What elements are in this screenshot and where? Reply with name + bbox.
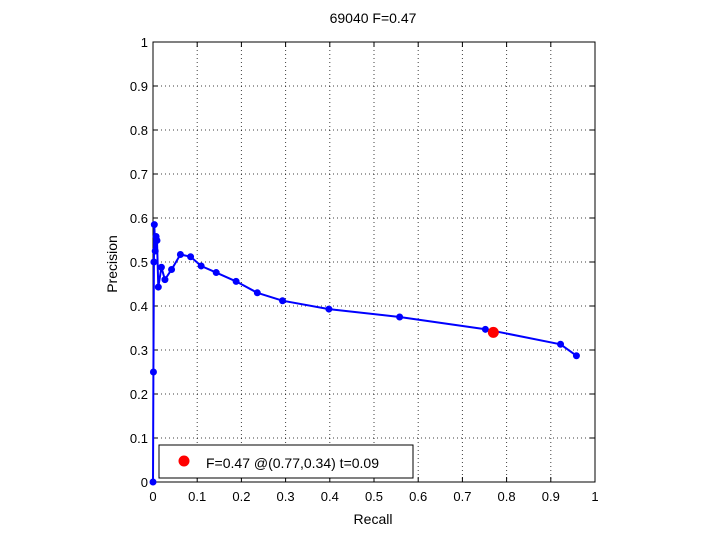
legend-frame (158, 444, 414, 479)
x-tick-label: 0.7 (453, 489, 471, 504)
pr-curve-point (572, 352, 580, 360)
y-tick-label: 0 (141, 475, 148, 490)
y-tick-label: 0.5 (130, 255, 148, 270)
x-axis-title: Recall (354, 511, 393, 527)
best-f-point (487, 326, 499, 338)
axis-ticks: 0 0.1 0.2 0.3 0.4 0.5 0.6 0.7 0.8 0.9 1 0 0.1 0.2 0.3 0… (130, 35, 599, 504)
pr-curve-series (149, 221, 580, 486)
pr-curve-point (150, 221, 158, 229)
y-tick-label: 0.9 (130, 79, 148, 94)
pr-curve-point (150, 258, 158, 266)
pr-curve-point (168, 265, 176, 273)
pr-curve-point (187, 253, 195, 261)
pr-curve-point (157, 263, 165, 271)
pr-curve-point (212, 269, 220, 277)
x-tick-label: 0.4 (321, 489, 339, 504)
x-tick-label: 1 (591, 489, 598, 504)
pr-curve-point (197, 262, 205, 270)
pr-curve-point (557, 340, 565, 348)
x-tick-label: 0.8 (498, 489, 516, 504)
pr-curve-point (149, 478, 157, 486)
y-tick-label: 0.3 (130, 343, 148, 358)
x-tick-label: 0.3 (277, 489, 295, 504)
x-tick-label: 0.9 (542, 489, 560, 504)
pr-curve-point (232, 277, 240, 285)
pr-curve-point (176, 251, 184, 259)
y-tick-label: 0.6 (130, 211, 148, 226)
pr-curve-point (253, 289, 261, 297)
x-tick-label: 0.1 (188, 489, 206, 504)
legend-entry-text: F=0.47 @(0.77,0.34) t=0.09 (206, 455, 379, 471)
pr-curve-point (396, 313, 404, 321)
pr-curve-point (161, 276, 169, 284)
pr-curve-point (279, 297, 287, 305)
y-tick-label: 0.4 (130, 299, 148, 314)
x-tick-label: 0.5 (365, 489, 383, 504)
y-tick-label: 0.1 (130, 431, 148, 446)
pr-curve-point (151, 247, 159, 255)
pr-curve-point (325, 305, 333, 313)
pr-curve-point (154, 283, 162, 291)
y-tick-label: 0.8 (130, 123, 148, 138)
pr-curve-point (481, 325, 489, 333)
x-tick-label: 0 (149, 489, 156, 504)
x-tick-label: 0.6 (409, 489, 427, 504)
chart-title: 69040 F=0.47 (330, 10, 417, 26)
y-axis-title: Precision (104, 235, 120, 293)
x-tick-label: 0.2 (232, 489, 250, 504)
legend: F=0.47 @(0.77,0.34) t=0.09 (158, 444, 414, 479)
y-tick-label: 0.7 (130, 167, 148, 182)
y-tick-label: 0.2 (130, 387, 148, 402)
y-tick-label: 1 (141, 35, 148, 50)
pr-curve-point (149, 368, 157, 376)
legend-marker-best-f (178, 455, 190, 467)
pr-curve-point (152, 232, 160, 240)
